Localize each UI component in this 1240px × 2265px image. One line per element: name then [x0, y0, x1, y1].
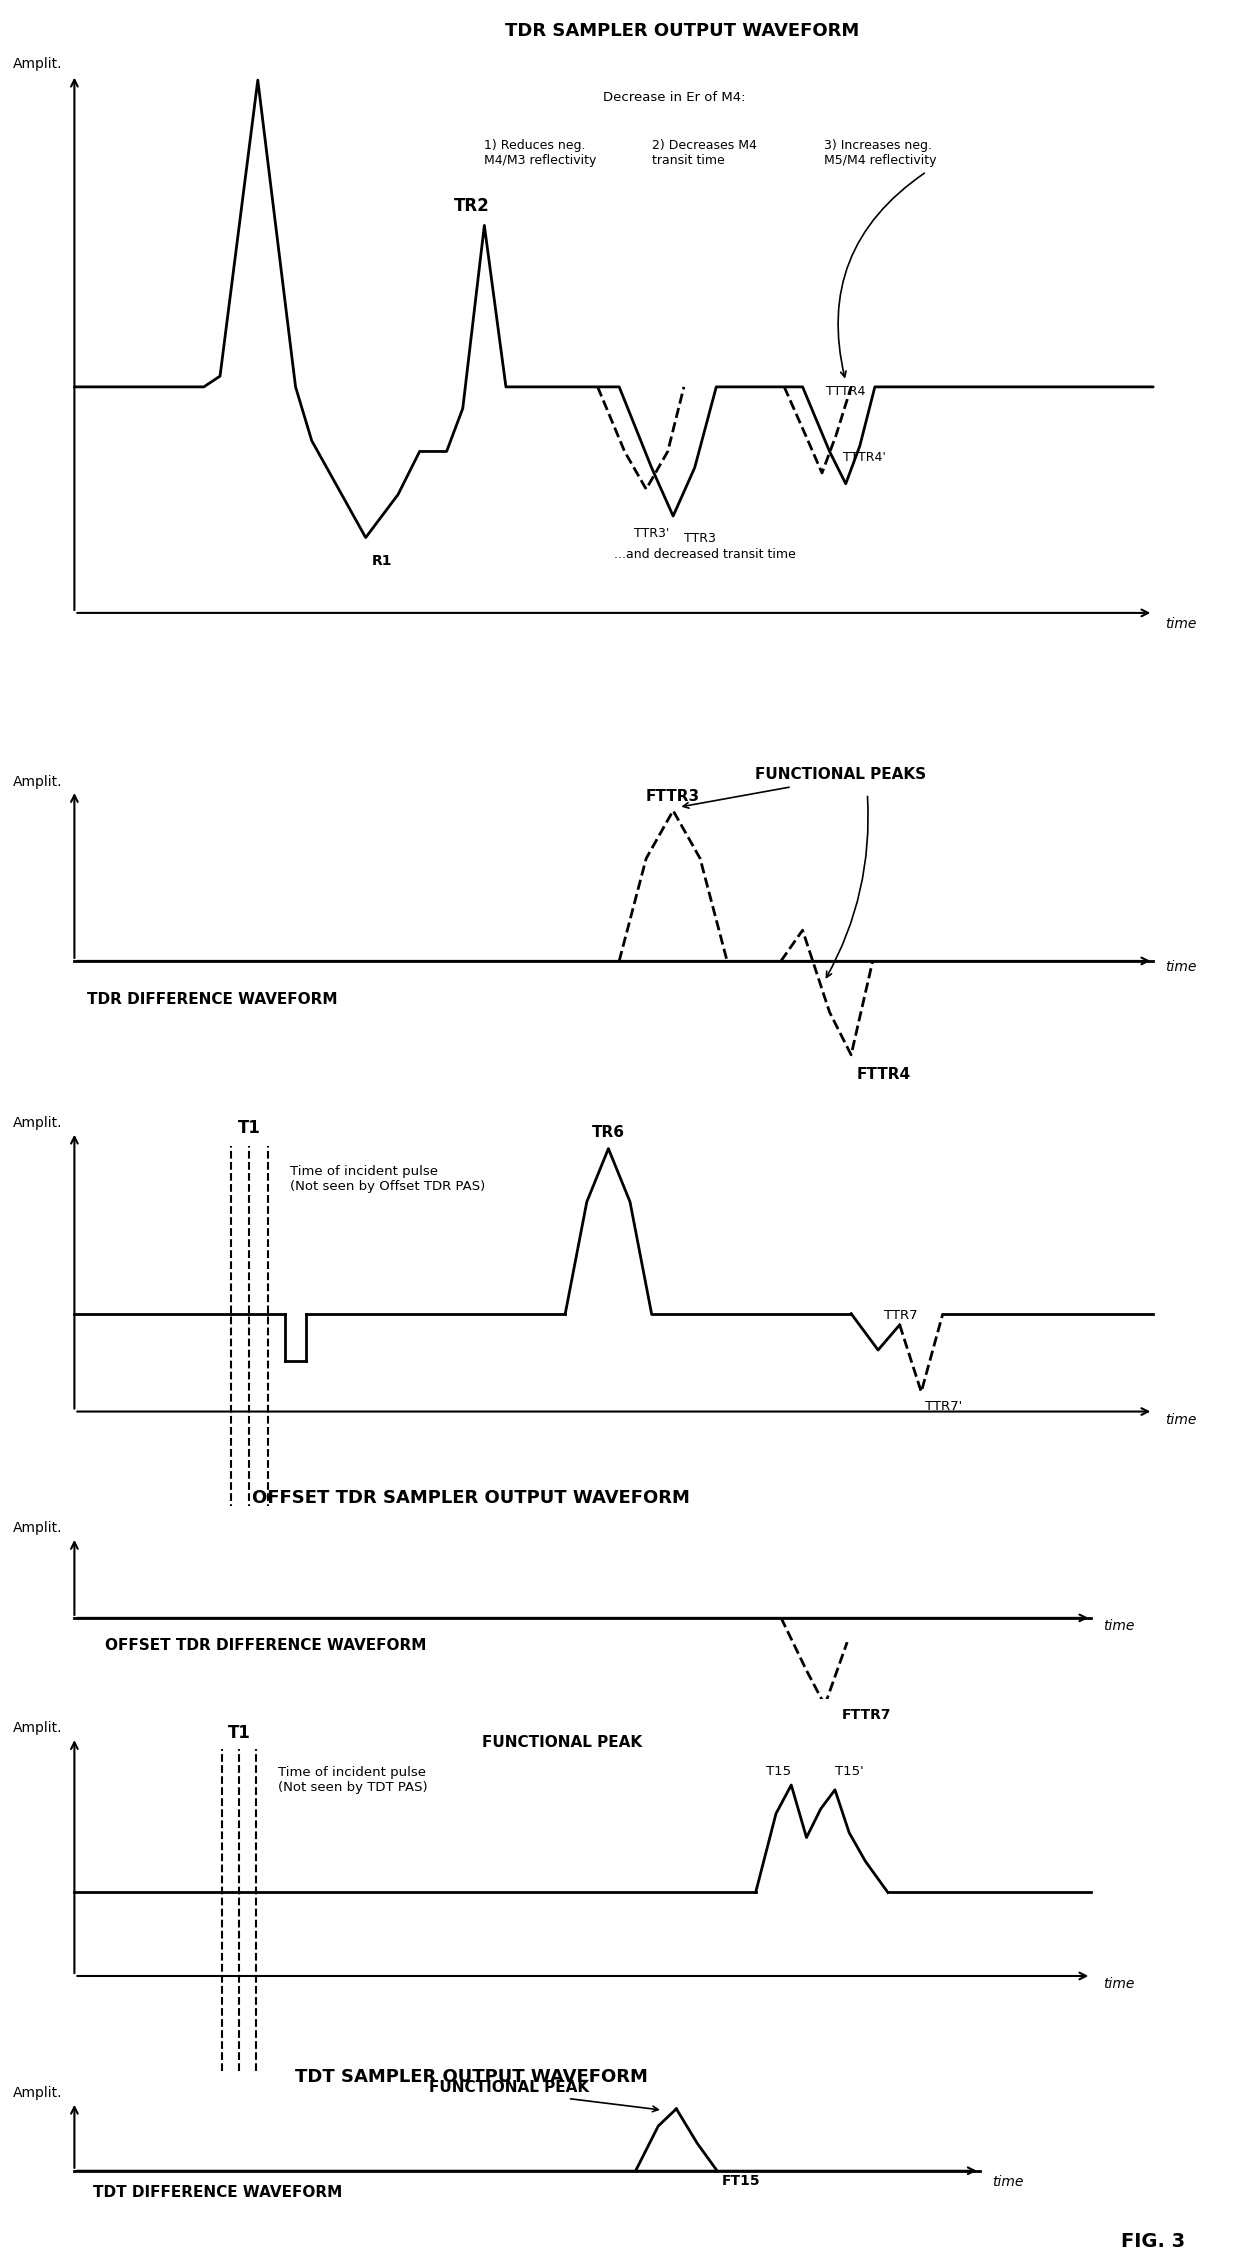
Text: TTR7': TTR7'	[925, 1400, 962, 1413]
Text: T15: T15	[766, 1764, 791, 1778]
Text: TDR SAMPLER OUTPUT WAVEFORM: TDR SAMPLER OUTPUT WAVEFORM	[505, 23, 859, 41]
Text: 1) Reduces neg.
M4/M3 reflectivity: 1) Reduces neg. M4/M3 reflectivity	[485, 140, 596, 168]
Text: T1: T1	[228, 1724, 250, 1742]
Text: TDR DIFFERENCE WAVEFORM: TDR DIFFERENCE WAVEFORM	[87, 992, 337, 1006]
Text: TTR3': TTR3'	[634, 528, 670, 539]
Text: Amplit.: Amplit.	[12, 775, 62, 788]
Text: time: time	[1166, 1413, 1197, 1427]
Text: time: time	[1104, 1977, 1135, 1991]
Text: TDT DIFFERENCE WAVEFORM: TDT DIFFERENCE WAVEFORM	[93, 2183, 342, 2199]
Text: OFFSET TDR DIFFERENCE WAVEFORM: OFFSET TDR DIFFERENCE WAVEFORM	[105, 1638, 427, 1653]
Text: TTR7: TTR7	[884, 1309, 918, 1323]
Text: Amplit.: Amplit.	[12, 1117, 62, 1130]
Text: T15': T15'	[835, 1764, 864, 1778]
Text: time: time	[992, 2174, 1023, 2188]
Text: time: time	[1104, 1619, 1135, 1633]
Text: FUNCTIONAL PEAKS: FUNCTIONAL PEAKS	[755, 766, 926, 781]
Text: FTTR3: FTTR3	[646, 788, 701, 804]
Text: Time of incident pulse
(Not seen by Offset TDR PAS): Time of incident pulse (Not seen by Offs…	[290, 1166, 485, 1194]
Text: Amplit.: Amplit.	[12, 1522, 62, 1536]
Text: Decrease in Er of M4:: Decrease in Er of M4:	[603, 91, 745, 104]
Text: Amplit.: Amplit.	[12, 57, 62, 70]
Text: Amplit.: Amplit.	[12, 2086, 62, 2100]
Text: T1: T1	[238, 1119, 260, 1137]
Text: TR2: TR2	[454, 197, 490, 215]
Text: R1: R1	[372, 553, 392, 569]
Text: TTR3: TTR3	[684, 532, 715, 546]
Text: Amplit.: Amplit.	[12, 1721, 62, 1735]
Text: FT15: FT15	[722, 2174, 760, 2188]
Text: FTTR4: FTTR4	[857, 1067, 910, 1083]
Text: FUNCTIONAL PEAK: FUNCTIONAL PEAK	[482, 1735, 642, 1751]
Text: 2) Decreases M4
transit time: 2) Decreases M4 transit time	[651, 140, 756, 168]
Text: FTTR7: FTTR7	[842, 1708, 892, 1721]
Text: OFFSET TDR SAMPLER OUTPUT WAVEFORM: OFFSET TDR SAMPLER OUTPUT WAVEFORM	[252, 1488, 691, 1506]
Text: ...and decreased transit time: ...and decreased transit time	[614, 548, 796, 562]
Text: FUNCTIONAL PEAK: FUNCTIONAL PEAK	[429, 2079, 589, 2095]
Text: TTTR4: TTTR4	[826, 385, 866, 399]
Text: Time of incident pulse
(Not seen by TDT PAS): Time of incident pulse (Not seen by TDT …	[278, 1767, 428, 1794]
Text: FIG. 3: FIG. 3	[1121, 2231, 1185, 2251]
Text: TDT SAMPLER OUTPUT WAVEFORM: TDT SAMPLER OUTPUT WAVEFORM	[295, 2068, 647, 2086]
Text: TTTR4': TTTR4'	[842, 451, 885, 464]
Text: TR6: TR6	[591, 1126, 625, 1139]
Text: time: time	[1166, 616, 1197, 632]
Text: 3) Increases neg.
M5/M4 reflectivity: 3) Increases neg. M5/M4 reflectivity	[825, 140, 936, 168]
Text: time: time	[1166, 960, 1197, 974]
